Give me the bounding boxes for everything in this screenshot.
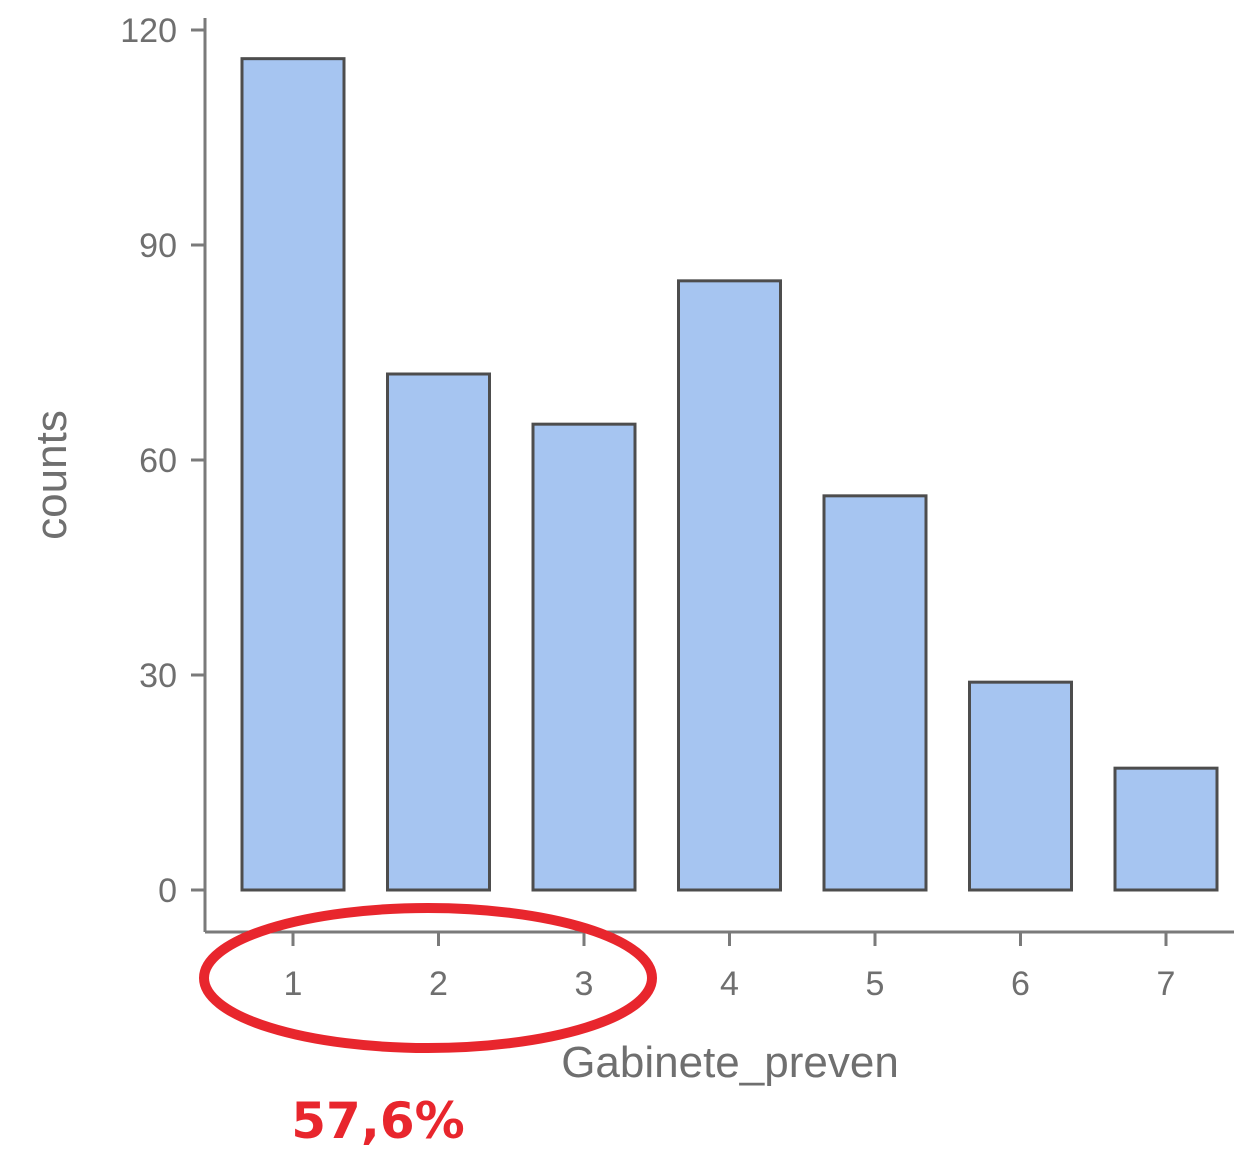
x-tick-label: 4 xyxy=(720,965,739,1003)
x-tick-label: 6 xyxy=(1011,965,1030,1003)
bars-group xyxy=(240,57,1219,892)
bar-5 xyxy=(822,494,928,892)
annotation-ellipse xyxy=(199,903,657,1053)
bar-2 xyxy=(386,372,491,892)
x-tick-label: 3 xyxy=(575,965,594,1003)
annotation-percentage: 57,6% xyxy=(291,1092,464,1150)
y-tick-label: 90 xyxy=(139,227,177,265)
bar-4 xyxy=(677,279,782,892)
y-axis: 0 30 60 90 120 xyxy=(120,12,207,932)
x-tick-label: 5 xyxy=(866,965,885,1003)
y-tick-label: 120 xyxy=(120,12,177,50)
x-tick-label: 1 xyxy=(284,965,303,1003)
bar-7 xyxy=(1113,766,1219,892)
x-axis: 1 2 3 4 5 6 7 xyxy=(205,930,1234,1003)
bar-1 xyxy=(240,57,346,892)
y-axis-label: counts xyxy=(27,410,76,540)
bar-3 xyxy=(531,422,637,892)
x-tick-label: 7 xyxy=(1157,965,1176,1003)
x-tick-label: 2 xyxy=(429,965,448,1003)
x-axis-label: Gabinete_preven xyxy=(561,1038,899,1087)
y-tick-label: 0 xyxy=(158,872,177,910)
bar-6 xyxy=(968,680,1073,892)
y-tick-label: 30 xyxy=(139,657,177,695)
y-tick-label: 60 xyxy=(139,442,177,480)
